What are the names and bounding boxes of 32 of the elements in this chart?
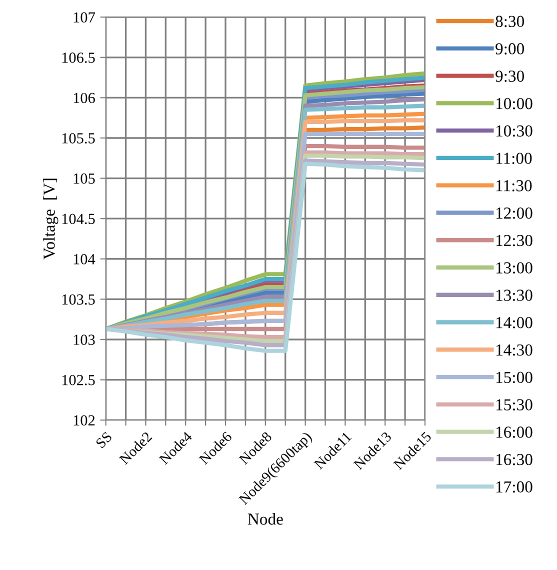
legend-label: 12:30	[496, 234, 532, 246]
x-tick-label: SS	[95, 431, 112, 449]
y-tick-label: 107	[74, 12, 95, 23]
y-tick-label: 102	[74, 415, 95, 426]
y-tick-label: 104.5	[62, 214, 95, 224]
y-tick-label: 105.5	[62, 133, 95, 144]
y-tick-label: 106	[74, 92, 95, 104]
legend-label: 10:30	[496, 125, 532, 137]
y-tick-label: 102.5	[62, 374, 95, 386]
legend-label: 9:00	[496, 43, 524, 55]
x-axis-title: Node	[248, 512, 283, 525]
legend-label: 14:00	[496, 317, 532, 328]
legend-label: 17:00	[496, 481, 532, 493]
legend-label: 10:00	[496, 98, 532, 110]
legend-label: 14:30	[496, 344, 532, 356]
legend-label: 12:00	[496, 207, 532, 219]
y-tick-label: 103.5	[62, 294, 95, 305]
legend-label: 15:00	[496, 372, 532, 384]
legend-label: 16:00	[496, 426, 532, 438]
y-tick-label: 104	[74, 254, 96, 264]
y-tick-label: 106.5	[62, 52, 95, 63]
y-tick-label: 103	[74, 334, 95, 345]
legend-label: 15:30	[496, 399, 532, 410]
legend-label: 9:30	[496, 70, 524, 82]
legend-label: 13:30	[496, 290, 532, 301]
legend-label: 11:00	[496, 152, 532, 164]
legend-label: 13:00	[496, 262, 532, 274]
legend-label: 8:30	[496, 16, 524, 28]
y-axis-title: Voltage [V]	[43, 178, 58, 260]
legend-label: 11:30	[496, 180, 532, 192]
y-tick-label: 105	[74, 173, 95, 184]
legend-label: 16:30	[496, 454, 532, 466]
